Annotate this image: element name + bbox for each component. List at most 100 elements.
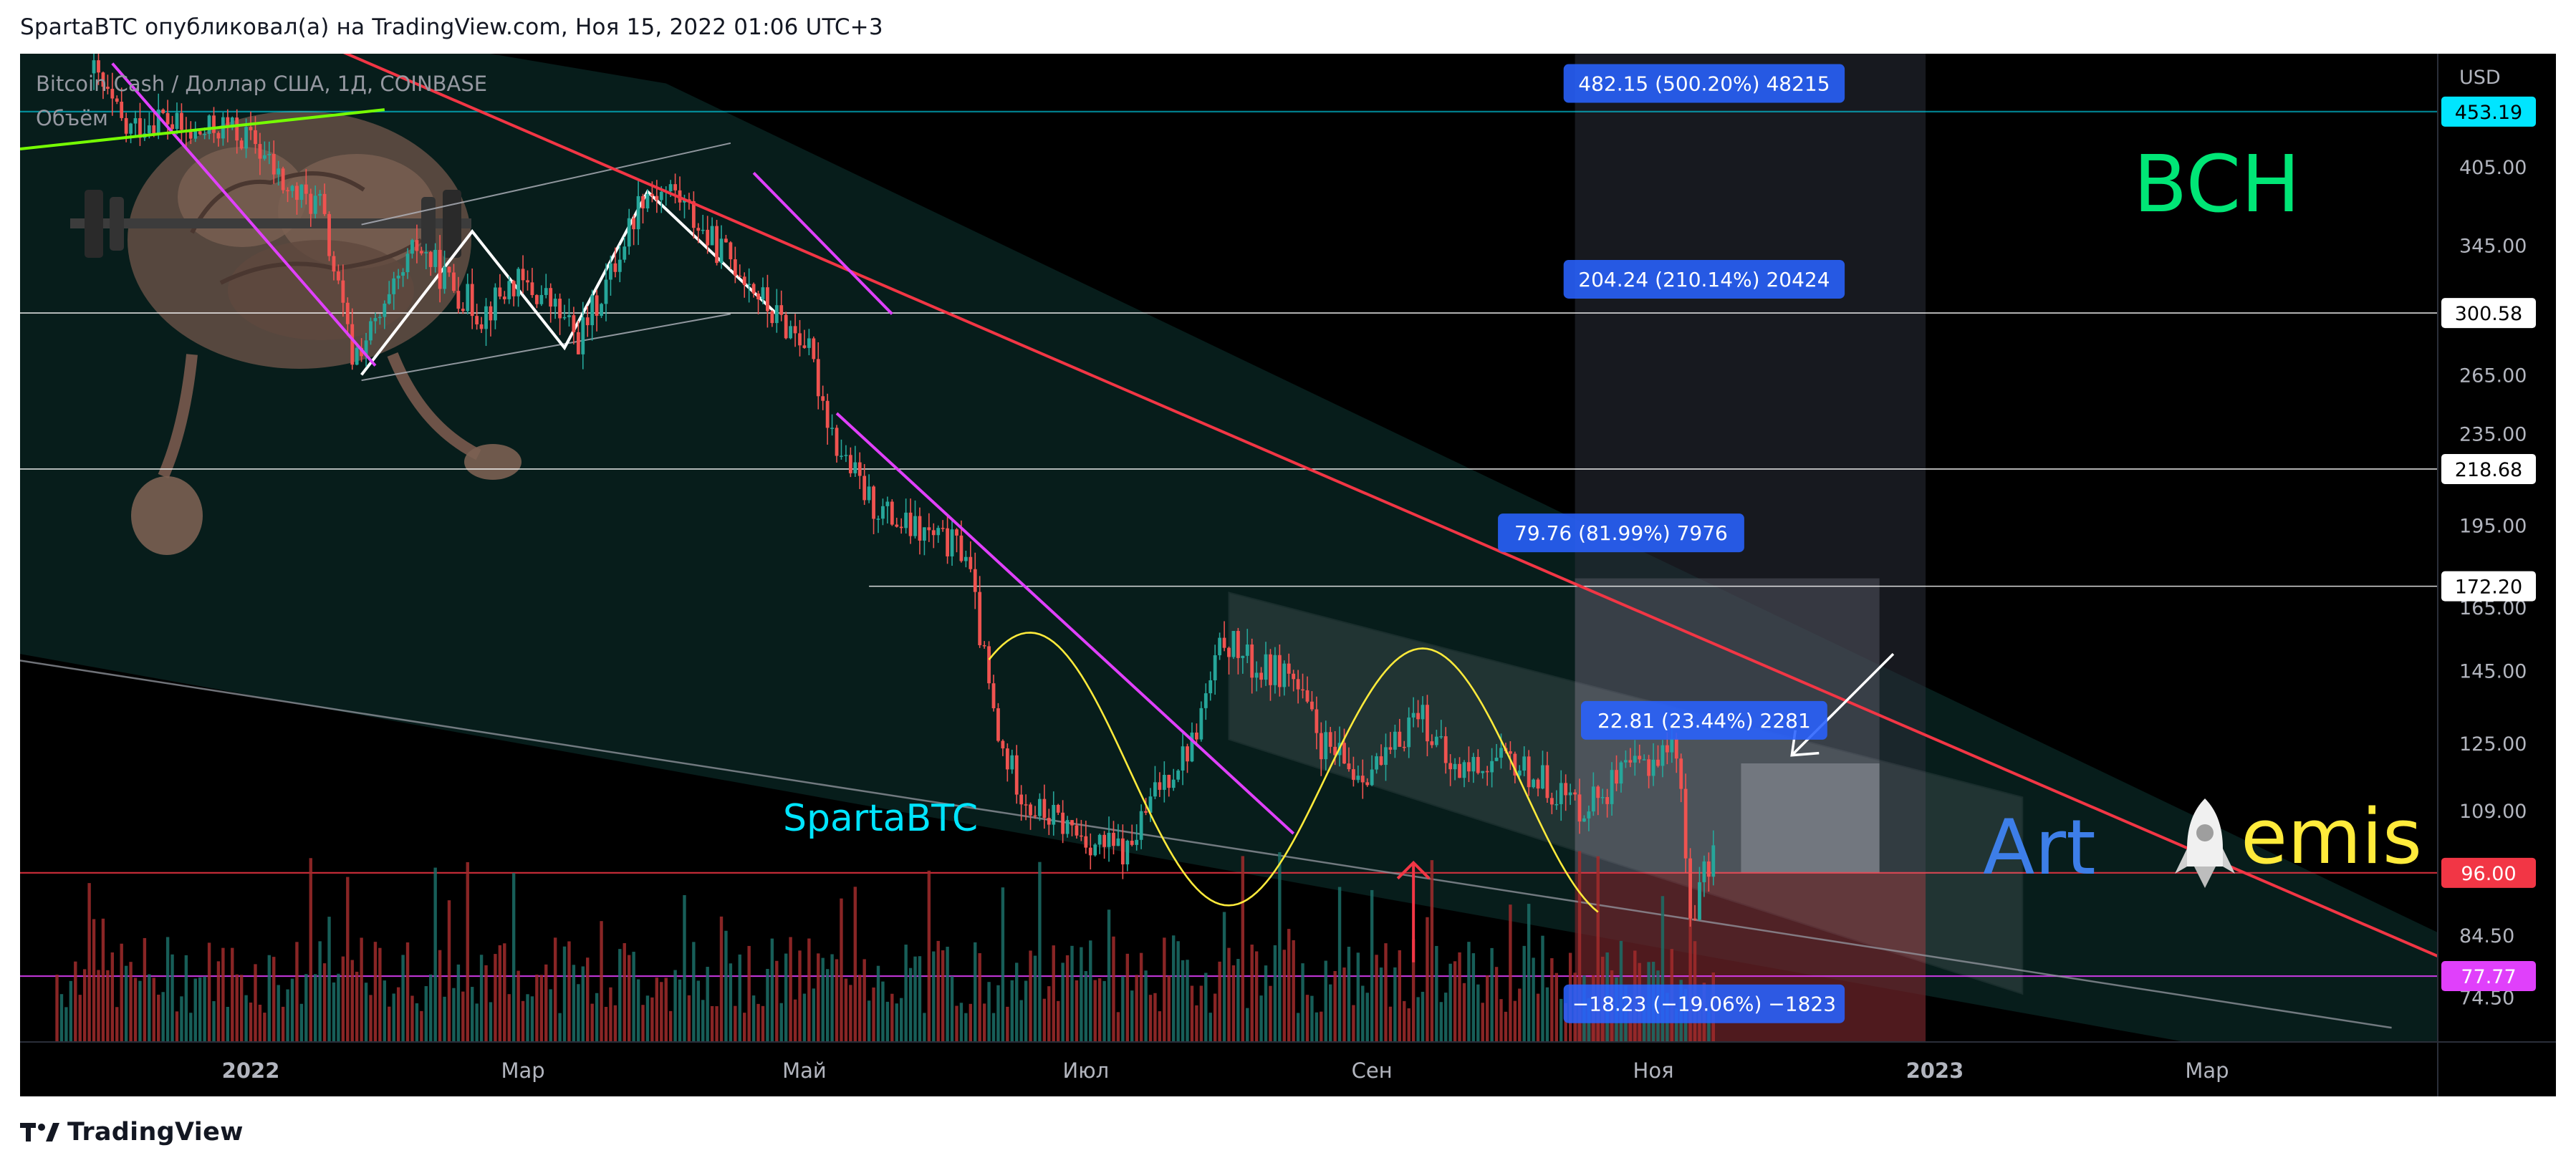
candle-body bbox=[756, 293, 760, 300]
candle-body bbox=[360, 347, 364, 357]
candle-body bbox=[1476, 757, 1480, 773]
volume-bar bbox=[1411, 939, 1416, 1042]
chart-area[interactable]: USD 405.00 345.00 265.00 235.00 195.00 165.00 1… bbox=[20, 54, 2556, 1096]
volume-bar bbox=[447, 900, 451, 1042]
volume-bar bbox=[964, 1013, 968, 1042]
volume-bar bbox=[890, 993, 894, 1042]
volume-bar bbox=[120, 943, 123, 1042]
candle-body bbox=[1407, 717, 1411, 748]
candle-body bbox=[1458, 763, 1461, 778]
volume-bar bbox=[124, 965, 128, 1042]
candle-body bbox=[927, 527, 931, 531]
candle-body bbox=[585, 317, 590, 326]
magenta-trendline-3 bbox=[835, 412, 1295, 835]
volume-bar bbox=[281, 1006, 285, 1042]
candle-body bbox=[1365, 782, 1370, 786]
candle-body bbox=[1310, 701, 1314, 710]
candle-body bbox=[1661, 745, 1665, 766]
candle-body bbox=[1656, 759, 1660, 766]
volume-bar bbox=[355, 971, 359, 1042]
candle-body bbox=[1324, 732, 1328, 760]
candle-body bbox=[1203, 693, 1208, 708]
volume-bar bbox=[825, 969, 830, 1042]
volume-bar bbox=[849, 985, 852, 1042]
candle-body bbox=[1042, 798, 1047, 819]
candle-body bbox=[165, 112, 170, 125]
candle-body bbox=[1610, 770, 1614, 804]
candle-body bbox=[923, 527, 926, 541]
candle-body bbox=[1056, 805, 1060, 813]
price-chart-svg[interactable]: USD405.00345.00265.00235.00195.00165.001… bbox=[20, 54, 2556, 1096]
magenta-trendline-2 bbox=[752, 171, 893, 315]
candle-body bbox=[1402, 746, 1406, 748]
volume-bar bbox=[1467, 942, 1471, 1042]
candle-body bbox=[369, 321, 373, 341]
volume-bar bbox=[1102, 980, 1106, 1042]
volume-bar bbox=[1320, 1011, 1323, 1042]
candle-body bbox=[895, 524, 899, 527]
volume-bar bbox=[844, 978, 848, 1042]
publish-info: SpartaBTC опубликовал(а) на TradingView.… bbox=[20, 14, 883, 40]
candle-body bbox=[129, 123, 133, 134]
candle-body bbox=[452, 272, 456, 291]
tradingview-logo-icon[interactable] bbox=[20, 1121, 60, 1143]
volume-bar bbox=[1176, 941, 1180, 1042]
candle-body bbox=[443, 266, 446, 289]
y-tick-label: 265.00 bbox=[2459, 365, 2527, 387]
volume-bar bbox=[1250, 945, 1254, 1042]
volume-bar bbox=[627, 955, 631, 1042]
volume-bar bbox=[1259, 995, 1263, 1042]
volume-bar bbox=[115, 1007, 119, 1042]
price-level-badge-label: 453.19 bbox=[2455, 102, 2522, 124]
volume-bar bbox=[1388, 1006, 1393, 1042]
volume-bar bbox=[170, 954, 174, 1042]
volume-bar bbox=[1052, 945, 1055, 1042]
candle-body bbox=[1171, 779, 1176, 788]
volume-bar bbox=[872, 987, 875, 1042]
candle-body bbox=[410, 240, 414, 254]
volume-bar bbox=[812, 988, 816, 1042]
x-tick-label: Сен bbox=[1352, 1058, 1393, 1083]
volume-bar bbox=[332, 982, 336, 1042]
volume-bar bbox=[1310, 995, 1314, 1042]
measure-label-box bbox=[1563, 259, 1845, 299]
volume-bar bbox=[600, 921, 603, 1042]
candle-body bbox=[1517, 771, 1522, 776]
candle-body bbox=[600, 304, 603, 316]
candle-body bbox=[1112, 832, 1115, 846]
volume-bar bbox=[1024, 980, 1028, 1042]
volume-bar bbox=[74, 961, 77, 1042]
volume-bar bbox=[235, 974, 239, 1042]
volume-bar bbox=[1337, 887, 1342, 1042]
price-scale[interactable]: USD405.00345.00265.00235.00195.00165.001… bbox=[2437, 54, 2536, 1096]
volume-bar bbox=[900, 998, 903, 1042]
candle-body bbox=[835, 428, 839, 456]
volume-bar bbox=[1356, 952, 1360, 1042]
candle-body bbox=[802, 345, 807, 348]
tradingview-brand[interactable]: TradingView bbox=[67, 1118, 244, 1147]
candle-body bbox=[908, 512, 913, 536]
volume-bar bbox=[1527, 904, 1531, 1042]
candle-body bbox=[147, 125, 151, 134]
volume-bar bbox=[1084, 971, 1088, 1042]
volume-bar bbox=[1481, 1003, 1484, 1042]
volume-bar bbox=[562, 946, 567, 1042]
candle-body bbox=[784, 314, 788, 339]
y-tick-label: 84.50 bbox=[2459, 925, 2514, 947]
candle-body bbox=[1010, 755, 1014, 770]
candle-body bbox=[719, 238, 724, 264]
candle-body bbox=[761, 287, 765, 300]
candle-body bbox=[235, 117, 239, 141]
volume-bar bbox=[1490, 947, 1494, 1042]
candle-body bbox=[1038, 798, 1042, 816]
time-scale[interactable]: 2022 Мар Май Июл Сен Ноя 2023 Мар bbox=[20, 1041, 2556, 1083]
volume-bar bbox=[82, 969, 87, 1042]
candle-body bbox=[507, 281, 511, 299]
volume-bar bbox=[494, 954, 497, 1042]
candle-body bbox=[590, 295, 595, 326]
volume-bar bbox=[193, 978, 197, 1042]
candle-body bbox=[1651, 759, 1655, 776]
candle-body bbox=[230, 117, 234, 128]
candle-body bbox=[313, 196, 317, 214]
candle-body bbox=[595, 295, 599, 316]
